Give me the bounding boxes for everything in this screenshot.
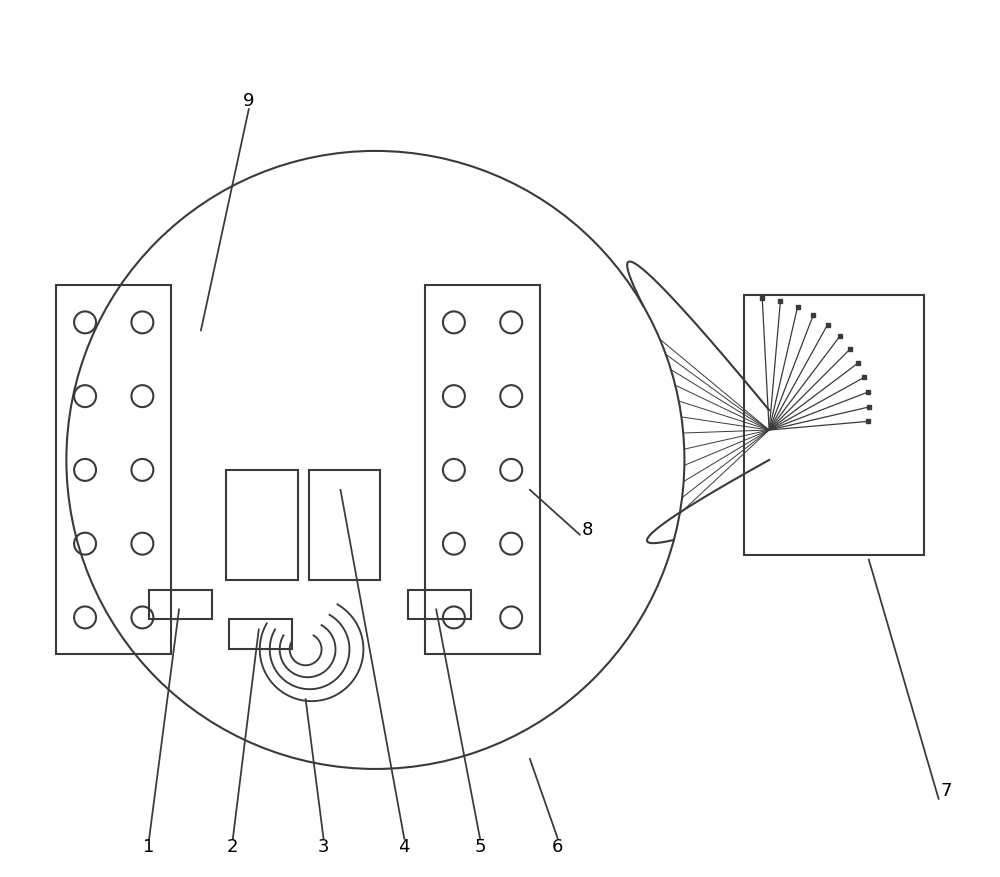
- Bar: [408, 589, 471, 619]
- Bar: [56, 286, 171, 654]
- Text: 2: 2: [227, 838, 239, 856]
- Bar: [744, 296, 924, 554]
- Text: 6: 6: [552, 838, 564, 856]
- Bar: [309, 470, 380, 580]
- Text: 7: 7: [941, 782, 952, 800]
- Bar: [229, 619, 292, 649]
- Text: 5: 5: [474, 838, 486, 856]
- Text: 3: 3: [318, 838, 329, 856]
- Text: 4: 4: [399, 838, 410, 856]
- Text: 8: 8: [582, 521, 593, 538]
- Text: 9: 9: [243, 92, 255, 111]
- Bar: [425, 286, 540, 654]
- Bar: [149, 589, 212, 619]
- Text: 1: 1: [143, 838, 155, 856]
- Bar: [226, 470, 298, 580]
